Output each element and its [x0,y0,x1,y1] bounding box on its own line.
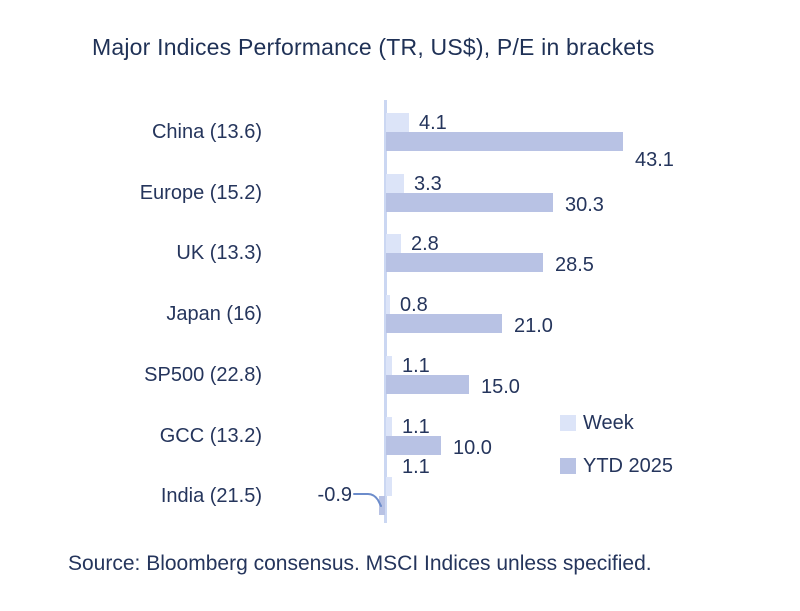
week-bar-europe [386,174,404,193]
week-value-label-gcc: 1.1 [402,416,430,438]
week-bar-uk [386,234,401,253]
week-bar-gcc [386,417,392,436]
legend: Week YTD 2025 [560,410,740,496]
ytd-value-label-sp500: 15.0 [481,376,520,398]
category-label-japan: Japan (16) [166,303,262,325]
ytd-bar-japan [386,314,502,333]
ytd-value-label-uk: 28.5 [555,254,594,276]
ytd-bar-sp500 [386,375,469,394]
week-value-label-china: 4.1 [419,112,447,134]
week-value-label-japan: 0.8 [400,294,428,316]
ytd-series-swatch [560,458,576,474]
bar-chart: China (13.6) 4.1 43.1 Europe (15.2) 3.3 30.3 U… [139,100,740,523]
week-value-label-india: 1.1 [402,456,430,478]
category-label-china: China (13.6) [151,121,262,143]
ytd-value-label-india: -0.9 [317,484,352,506]
category-label-sp500: SP500 (22.8) [144,364,262,386]
chart-title: Major Indices Performance (TR, US$), P/E… [92,34,655,60]
category-label-europe: Europe (15.2) [139,182,262,204]
week-value-label-uk: 2.8 [411,233,439,255]
week-series-swatch [560,415,576,431]
negative-value-leader-line [353,493,382,507]
category-label-uk: UK (13.3) [176,242,262,264]
week-bar-sp500 [386,356,392,375]
legend-ytd-label: YTD 2025 [583,454,674,477]
week-bar-china [386,113,409,132]
week-value-label-europe: 3.3 [414,173,442,195]
category-label-gcc: GCC (13.2) [159,425,262,447]
ytd-value-label-europe: 30.3 [565,194,604,216]
ytd-bar-gcc [386,436,441,455]
ytd-value-label-china: 43.1 [635,149,674,171]
week-value-label-sp500: 1.1 [402,355,430,377]
ytd-bar-india [379,496,385,515]
legend-week-label: Week [583,411,634,434]
week-bar-india [386,477,392,496]
source-note: Source: Bloomberg consensus. MSCI Indice… [68,552,652,575]
y-axis-line [384,100,387,523]
ytd-bar-europe [386,193,553,212]
ytd-value-label-japan: 21.0 [514,315,553,337]
ytd-bar-uk [386,253,543,272]
category-label-india: India (21.5) [160,485,262,507]
ytd-bar-china [386,132,623,151]
legend-item-ytd: YTD 2025 [560,453,740,479]
ytd-value-label-gcc: 10.0 [453,437,492,459]
week-bar-japan [386,295,390,314]
legend-item-week: Week [560,410,740,436]
